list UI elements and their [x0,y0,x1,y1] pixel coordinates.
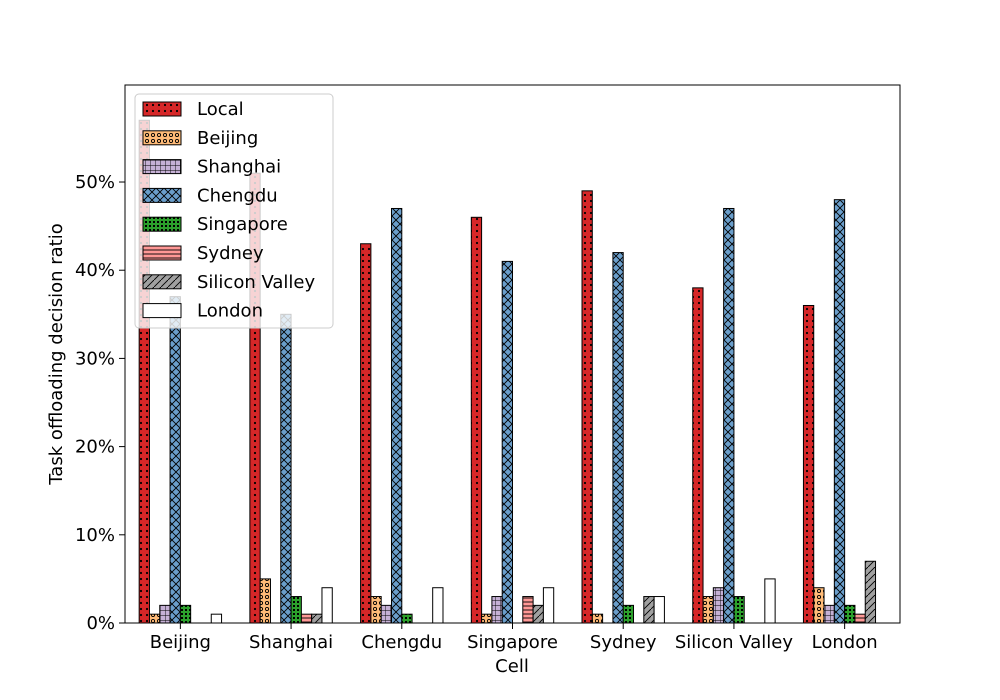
bar-shanghai-beijing [259,578,271,624]
bar-sydney-chengdu [612,252,624,624]
bar-chengdu-chengdu [390,207,403,624]
bar-sydney-silicon-valley [643,596,655,624]
y-tick-label: 0% [86,613,115,634]
legend: Local Beijing Shanghai Chengdu Singapore Sydn… [134,93,334,329]
x-tick-label: Chengdu [361,632,442,653]
y-tick-label: 40% [75,260,115,281]
bar-beijing-chengdu [169,296,181,624]
legend-label-local: Local [197,99,244,120]
bar-sydney-beijing [591,613,604,624]
y-tick-label: 50% [75,172,115,193]
bar-chengdu-beijing [370,596,382,624]
x-tick-label: Sydney [590,632,657,653]
legend-swatch-singapore [142,216,182,232]
y-tick-label: 20% [75,437,115,458]
bar-silicon-valley-shanghai [712,587,725,624]
bar-beijing-singapore [179,604,192,624]
y-axis-label: Task offloading decision ratio [46,223,67,485]
bar-shanghai-silicon-valley [311,613,323,624]
bar-shanghai-sydney [300,613,313,624]
bar-singapore-beijing [481,613,493,624]
bar-shanghai-london [321,587,333,624]
x-axis: Beijing Shanghai Chengdu Singapore Sydney Sil… [150,623,878,653]
bar-singapore-local [470,216,483,624]
x-tick-label: London [812,632,878,653]
bar-shanghai-chengdu [280,313,292,624]
legend-label-london: London [197,301,263,322]
x-tick-label: Beijing [150,632,211,653]
bar-beijing-shanghai [159,604,171,624]
bar-london-shanghai [823,604,835,624]
bar-silicon-valley-local [692,287,704,624]
bar-silicon-valley-singapore [733,596,745,624]
legend-box [134,93,334,329]
legend-label-sydney: Sydney [197,243,264,264]
legend-swatch-chengdu [142,187,182,203]
legend-swatch-london [142,303,182,319]
bar-chengdu-london [432,587,444,624]
bar-silicon-valley-london [764,578,776,624]
bar-london-local [802,304,815,624]
bar-singapore-silicon-valley [532,604,544,624]
bar-singapore-shanghai [491,596,503,624]
bar-singapore-london [542,587,555,624]
legend-label-silicon-valley: Silicon Valley [197,272,315,293]
bar-london-sydney [854,613,866,624]
legend-label-singapore: Singapore [197,214,288,235]
legend-swatch-silicon-valley [142,274,182,290]
x-tick-label: Singapore [467,632,558,653]
legend-swatch-shanghai [142,159,182,175]
x-tick-label: Shanghai [249,632,333,653]
bar-chengdu-singapore [401,613,413,624]
x-axis-label: Cell [495,656,529,677]
bar-sydney-singapore [622,604,635,624]
legend-label-chengdu: Chengdu [197,185,278,206]
legend-swatch-local [142,101,182,117]
bar-london-beijing [813,587,825,624]
bar-london-singapore [844,604,856,624]
bar-silicon-valley-beijing [702,596,714,624]
y-tick-label: 30% [75,348,115,369]
y-tick-label: 10% [75,525,115,546]
bar-chengdu-shanghai [380,604,392,624]
x-tick-label: Silicon Valley [675,632,793,653]
bar-chengdu-local [360,243,372,624]
bar-london-silicon-valley [864,560,877,624]
bar-beijing-london [210,613,223,624]
legend-swatch-beijing [142,130,182,146]
bar-sydney-london [653,596,665,624]
bars-layer [138,119,877,624]
legend-label-beijing: Beijing [197,128,258,149]
bar-sydney-local [581,190,593,624]
y-axis: 0% 10% 20% 30% 40% 50% [75,172,125,634]
bar-singapore-sydney [522,596,534,624]
bar-london-chengdu [833,199,846,624]
legend-swatch-sydney [142,245,182,261]
bar-silicon-valley-chengdu [723,207,735,624]
bar-beijing-beijing [148,613,161,624]
legend-label-shanghai: Shanghai [197,157,281,178]
bar-shanghai-singapore [290,596,302,624]
bar-singapore-chengdu [501,260,514,624]
